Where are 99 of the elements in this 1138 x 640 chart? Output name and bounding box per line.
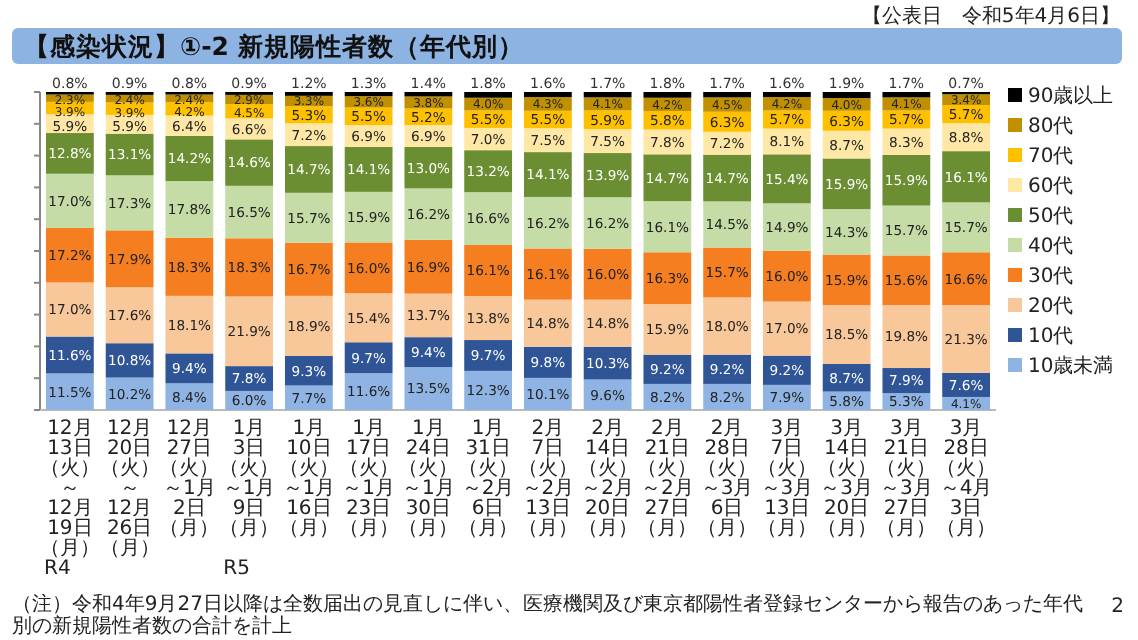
bar — [225, 238, 274, 297]
chart-subtitle: 【公表日 令和5年4月6日】 — [861, 4, 1120, 28]
bar — [942, 151, 991, 203]
x-tick-label: 1月17日（火）～1月23日（月） — [338, 418, 399, 540]
bar — [643, 92, 692, 98]
legend-label: 10代 — [1028, 326, 1074, 348]
x-tick-label: 1月24日（火）～1月30日（月） — [398, 418, 459, 540]
bar — [165, 295, 214, 354]
bar — [225, 139, 274, 186]
bar — [762, 92, 811, 98]
x-tick-label: 3月28日（火）～4月3日（月） — [936, 418, 997, 540]
bar — [762, 250, 811, 302]
legend-label: 90歳以上 — [1028, 84, 1114, 108]
bar — [344, 147, 393, 192]
bar — [942, 202, 991, 253]
chart-title: 【感染状況】①-2 新規陽性者数（年代別） — [24, 31, 524, 61]
legend-label: 80代 — [1028, 116, 1074, 138]
x-tick-label: 2月28日（火）～3月6日（月） — [697, 418, 758, 540]
bar — [523, 299, 572, 347]
bar — [523, 196, 572, 249]
bar — [344, 293, 393, 343]
bar — [45, 133, 94, 174]
bar — [703, 297, 752, 355]
bar — [404, 293, 453, 338]
x-tick-label: 3月7日（火）～3月13日（月） — [756, 418, 817, 540]
x-tick-label: 12月20日（火）～12月26日（月） — [99, 418, 160, 560]
x-tick-label: 12月27日（火）～1月2日（月） — [159, 418, 220, 540]
bar — [643, 154, 692, 202]
text: R5 — [223, 558, 250, 580]
legend-label: 60代 — [1028, 176, 1074, 198]
bar — [464, 192, 513, 245]
bar — [703, 154, 752, 202]
legend-label: 20代 — [1028, 296, 1074, 318]
bar — [703, 92, 752, 98]
legend-label: 10歳未満 — [1028, 354, 1114, 378]
bar — [105, 230, 154, 288]
x-tick-label: 2月21日（火）～2月27日（月） — [637, 418, 698, 540]
bar — [703, 247, 752, 298]
bar — [882, 154, 931, 206]
bar — [284, 242, 333, 296]
bar — [284, 295, 333, 356]
bar — [464, 244, 513, 297]
bar — [643, 201, 692, 253]
x-tick-label: 1月3日（火）～1月9日（月） — [219, 418, 280, 540]
bar — [404, 188, 453, 240]
bar — [762, 203, 811, 251]
bar — [165, 181, 214, 238]
bar — [165, 237, 214, 296]
bar — [762, 154, 811, 204]
bar — [942, 305, 991, 373]
bar — [284, 146, 333, 193]
x-tick-label: 3月14日（火）～3月20日（月） — [816, 418, 877, 540]
bar — [583, 248, 632, 300]
x-tick-label: 2月14日（火）～2月20日（月） — [577, 418, 638, 540]
x-tick-label: 3月21日（火）～3月27日（月） — [876, 418, 937, 540]
text: R4 — [44, 558, 71, 580]
bar — [583, 197, 632, 249]
bar — [882, 205, 931, 256]
legend-label: 30代 — [1028, 266, 1074, 288]
legend-label: 50代 — [1028, 206, 1074, 228]
bar — [45, 173, 94, 228]
bar — [464, 92, 513, 98]
bar — [284, 192, 333, 243]
legend-label: 70代 — [1028, 146, 1074, 168]
bar — [404, 239, 453, 294]
x-tick-label: 12月13日（火）～12月19日（月） — [39, 418, 100, 560]
bar — [225, 185, 274, 239]
bar — [643, 304, 692, 355]
bar — [45, 282, 94, 337]
x-tick-label: 1月10日（火）～1月16日（月） — [278, 418, 339, 540]
bar — [523, 248, 572, 300]
bar — [822, 305, 871, 364]
bar — [643, 252, 692, 305]
bar — [464, 150, 513, 193]
bar — [882, 92, 931, 98]
bar — [523, 92, 572, 98]
legend-label: 40代 — [1028, 236, 1074, 258]
bar — [882, 255, 931, 306]
x-tick-label: 1月31日（火）～2月6日（月） — [458, 418, 519, 540]
text: 2 — [1111, 596, 1124, 618]
bar — [165, 135, 214, 182]
bar — [822, 158, 871, 210]
bar — [105, 175, 154, 231]
bar — [45, 373, 94, 410]
bar — [882, 305, 931, 369]
bar — [45, 227, 94, 283]
bar — [344, 242, 393, 294]
bar — [105, 287, 154, 344]
bar — [762, 301, 811, 356]
bar — [822, 254, 871, 306]
bar — [225, 296, 274, 367]
bar — [703, 201, 752, 248]
bar — [404, 367, 453, 410]
bar — [583, 92, 632, 98]
bar — [822, 92, 871, 99]
bar — [523, 152, 572, 197]
bar — [942, 252, 991, 306]
bar — [464, 296, 513, 341]
x-tick-label: 2月7日（火）～2月13日（月） — [517, 418, 578, 540]
